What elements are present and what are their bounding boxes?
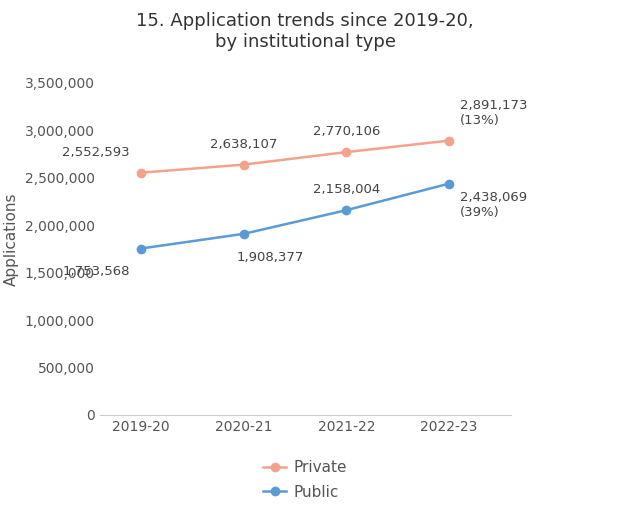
Title: 15. Application trends since 2019-20,
by institutional type: 15. Application trends since 2019-20, by… xyxy=(136,12,474,51)
Public xyxy=(343,207,350,213)
Private xyxy=(445,137,453,144)
Text: 2,158,004: 2,158,004 xyxy=(313,184,380,196)
Text: 1,753,568: 1,753,568 xyxy=(62,265,130,278)
Text: 2,552,593: 2,552,593 xyxy=(62,146,130,159)
Line: Public: Public xyxy=(136,179,454,253)
Text: 2,638,107: 2,638,107 xyxy=(210,138,277,151)
Public xyxy=(137,245,145,252)
Y-axis label: Applications: Applications xyxy=(4,193,19,286)
Legend: Private, Public: Private, Public xyxy=(257,454,353,505)
Private xyxy=(240,161,247,168)
Text: 2,438,069
(39%): 2,438,069 (39%) xyxy=(460,190,528,219)
Private xyxy=(137,170,145,176)
Line: Private: Private xyxy=(136,136,454,177)
Public xyxy=(445,180,453,187)
Text: 2,891,173
(13%): 2,891,173 (13%) xyxy=(460,99,528,127)
Private xyxy=(343,149,350,155)
Public xyxy=(240,231,247,237)
Text: 1,908,377: 1,908,377 xyxy=(237,251,304,263)
Text: 2,770,106: 2,770,106 xyxy=(313,125,380,138)
